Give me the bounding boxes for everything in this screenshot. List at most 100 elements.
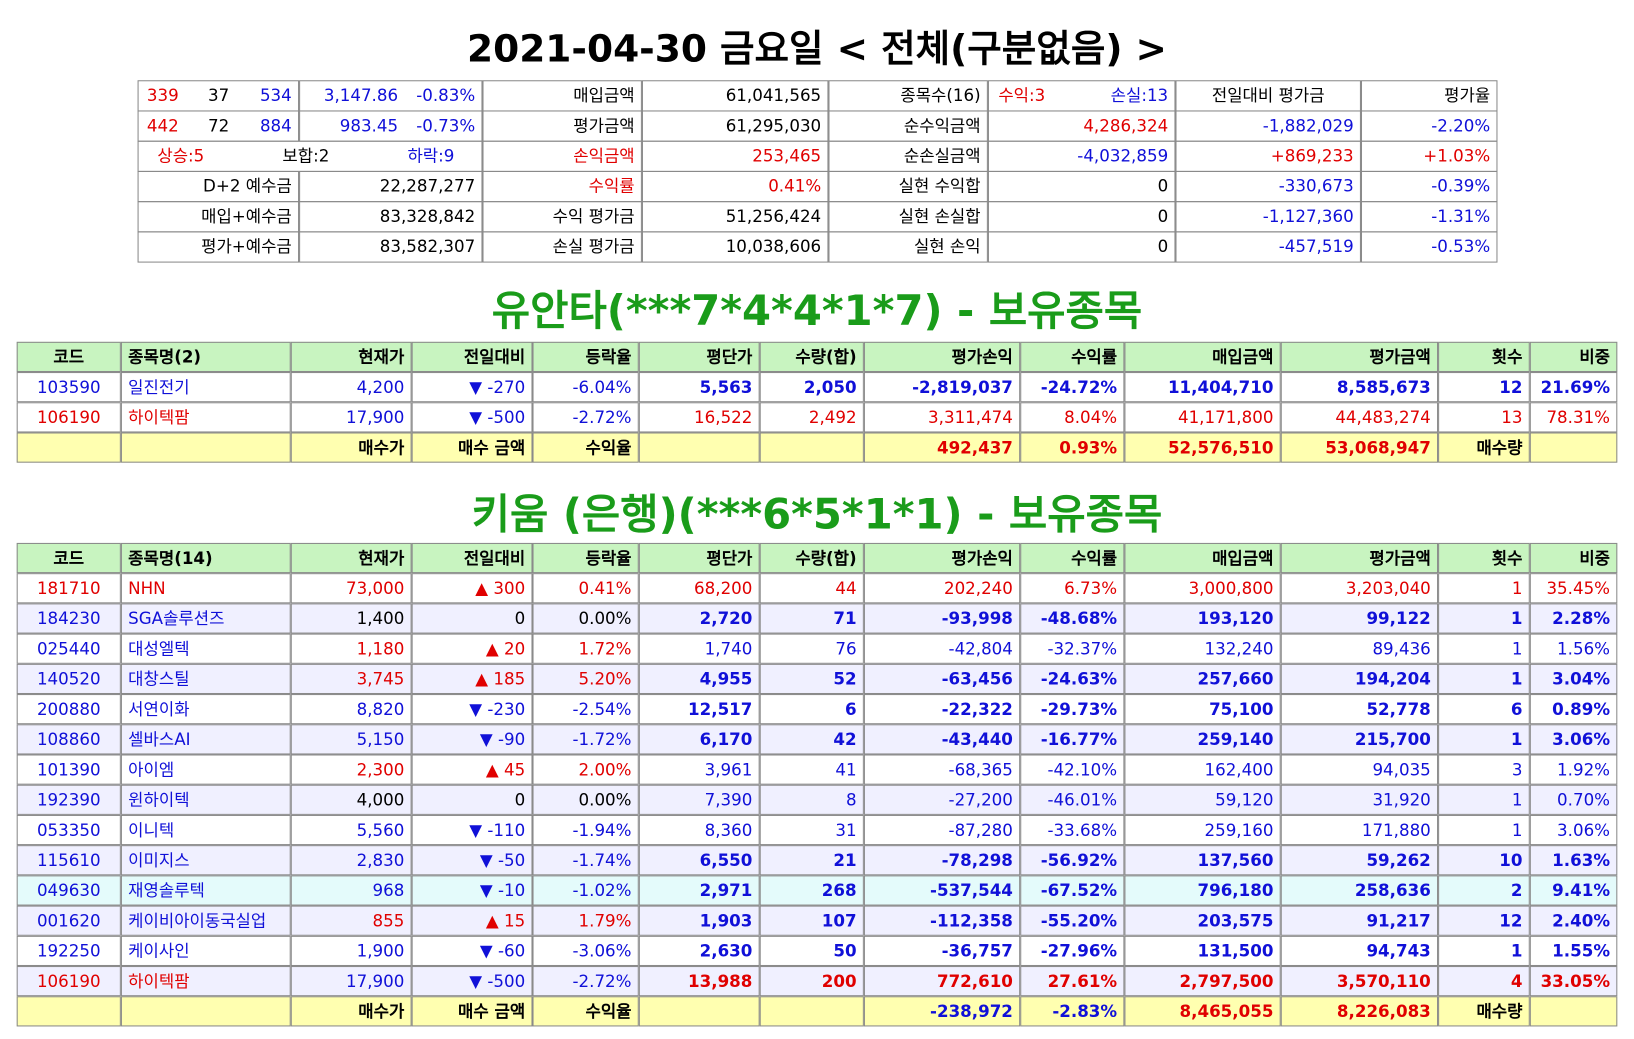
table-cell: -63,456 (863, 663, 1021, 695)
table-cell: 94,035 (1280, 754, 1439, 785)
table-cell: 3,745 (290, 663, 412, 695)
table-cell: 75,100 (1124, 694, 1281, 725)
table-cell: 1,180 (290, 633, 412, 664)
footer-cell: 8,226,083 (1280, 996, 1439, 1027)
header-cell: 종목명(14) (120, 542, 291, 574)
summary-cell: 0 (987, 170, 1176, 203)
table-cell: 0.00% (532, 784, 639, 815)
table-cell: 3,570,110 (1280, 966, 1439, 997)
table-cell: -1.72% (532, 724, 639, 755)
cell-part: 534 (259, 85, 292, 106)
header-cell: 횟수 (1438, 542, 1530, 574)
table-cell: ▼ -110 (411, 814, 533, 846)
header-cell: 등락율 (532, 341, 639, 373)
table-cell: 1 (1438, 814, 1530, 846)
table-cell: -68,365 (863, 754, 1021, 785)
table-cell: 8,360 (638, 814, 760, 846)
table-cell: 52 (759, 663, 864, 695)
footer-cell (759, 996, 864, 1027)
table-cell: 5,560 (290, 814, 412, 846)
table-cell: 6,170 (638, 724, 760, 755)
summary-cell: -330,673 (1175, 170, 1361, 203)
footer-cell: 매수 금액 (411, 432, 533, 463)
cell-part: 884 (259, 115, 292, 136)
table-cell: 21.69% (1529, 372, 1618, 403)
table-cell: 재영솔루텍 (120, 875, 291, 906)
table-cell: 41,171,800 (1124, 402, 1281, 433)
table-cell: 하이텍팜 (120, 966, 291, 997)
table-cell: 이니텍 (120, 814, 291, 846)
table-cell: 52,778 (1280, 694, 1439, 725)
cell-part: 442 (146, 115, 179, 136)
table-cell: 2,300 (290, 754, 412, 785)
table-cell: 203,575 (1124, 905, 1281, 936)
table-cell: 215,700 (1280, 724, 1439, 755)
table-cell: 0.89% (1529, 694, 1618, 725)
footer-cell (1529, 432, 1618, 463)
footer-cell: 0.93% (1020, 432, 1125, 463)
summary-cell: 순손실금액 (828, 140, 988, 172)
table-cell: 2,720 (638, 603, 760, 634)
table-cell: ▼ -60 (411, 935, 533, 967)
summary-cell: 0 (987, 231, 1176, 263)
table-cell: 99,122 (1280, 603, 1439, 634)
table-cell: 11,404,710 (1124, 372, 1281, 403)
table-cell: 89,436 (1280, 633, 1439, 664)
table-cell: NHN (120, 573, 291, 604)
table-cell: -29.73% (1020, 694, 1125, 725)
table-cell: 193,120 (1124, 603, 1281, 634)
table-cell: 17,900 (290, 966, 412, 997)
summary-cell: 순수익금액 (828, 110, 988, 142)
cell-part: 339 (146, 85, 179, 106)
table-cell: 케이비아이동국실업 (120, 905, 291, 936)
header-cell: 매입금액 (1124, 542, 1281, 574)
table-cell: 41 (759, 754, 864, 785)
table-cell: 259,140 (1124, 724, 1281, 755)
table-cell: 12 (1438, 905, 1530, 936)
table-cell: 3,000,800 (1124, 573, 1281, 604)
table-cell: ▲ 15 (411, 905, 533, 936)
table-cell: 9.41% (1529, 875, 1618, 906)
table-cell: 68,200 (638, 573, 760, 604)
table-cell: 35.45% (1529, 573, 1618, 604)
summary-cell: 수익 평가금 (482, 201, 642, 233)
table-cell: 1,903 (638, 905, 760, 936)
footer-cell: 수익율 (532, 432, 639, 463)
table-cell: 2 (1438, 875, 1530, 906)
summary-cell: 83,582,307 (299, 231, 483, 263)
table-cell: ▼ -50 (411, 845, 533, 876)
table-cell: ▲ 45 (411, 754, 533, 785)
cell-part: 37 (208, 85, 230, 106)
table-cell: 78.31% (1529, 402, 1618, 433)
table-cell: 4 (1438, 966, 1530, 997)
table-cell: 아이엠 (120, 754, 291, 785)
summary-cell: 평가율 (1360, 80, 1498, 112)
header-cell: 평가손익 (863, 341, 1021, 373)
header-cell: 현재가 (290, 542, 412, 574)
table-cell: -22,322 (863, 694, 1021, 725)
summary-cell: 4,286,324 (987, 110, 1176, 142)
table-cell: 91,217 (1280, 905, 1439, 936)
table-cell: -24.72% (1020, 372, 1125, 403)
table-cell: 1 (1438, 663, 1530, 695)
table-cell: 772,610 (863, 966, 1021, 997)
table-cell: -56.92% (1020, 845, 1125, 876)
table-cell: 대성엘텍 (120, 633, 291, 664)
summary-cell: 수익률 (482, 170, 642, 203)
header-cell: 코드 (16, 542, 121, 574)
table-cell: 106190 (16, 402, 121, 433)
table-cell: 200 (759, 966, 864, 997)
table-cell: 21 (759, 845, 864, 876)
table-cell: 7,390 (638, 784, 760, 815)
footer-cell: 매수가 (290, 432, 412, 463)
footer-cell (16, 432, 121, 463)
section-title: 유안타(***7*4*4*1*7) - 보유종목 (491, 287, 1143, 336)
table-cell: -16.77% (1020, 724, 1125, 755)
table-cell: 107 (759, 905, 864, 936)
table-cell: -6.04% (532, 372, 639, 403)
summary-cell: 평가금액 (482, 110, 642, 142)
table-cell: 0.70% (1529, 784, 1618, 815)
table-cell: 0.41% (532, 573, 639, 604)
table-cell: 13,988 (638, 966, 760, 997)
table-cell: 1.55% (1529, 935, 1618, 967)
